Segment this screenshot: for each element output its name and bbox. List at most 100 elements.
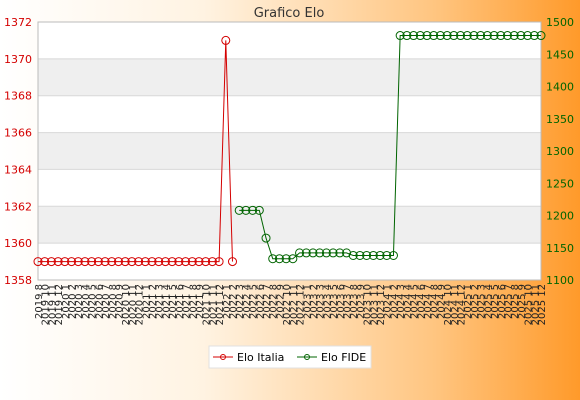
- x-tick-label: 2020 3: [74, 284, 85, 319]
- x-tick-label: 2021 8: [188, 284, 199, 319]
- data-point: [93, 257, 103, 267]
- data-point: [409, 31, 419, 41]
- x-tick-label: 2021 10: [202, 284, 213, 325]
- data-point: [449, 31, 459, 41]
- y-left-tick-label: 1366: [4, 127, 32, 140]
- x-tick-label: 2020 4: [81, 284, 92, 319]
- x-tick-label: 2022 3: [235, 284, 246, 319]
- data-point: [442, 31, 452, 41]
- data-point: [33, 257, 43, 267]
- x-tick-label: 2024 6: [416, 284, 427, 319]
- data-point: [187, 257, 197, 267]
- data-point: [46, 257, 56, 267]
- data-point: [308, 248, 318, 258]
- x-tick-label: 2021 12: [215, 284, 226, 325]
- legend: Elo Italia Elo FIDE: [208, 345, 372, 369]
- data-point: [274, 254, 284, 264]
- x-tick-label: 2023 12: [376, 284, 387, 325]
- data-point: [415, 31, 425, 41]
- x-tick-label: 2022 1: [222, 284, 233, 319]
- data-point: [348, 250, 358, 260]
- data-point: [194, 257, 204, 267]
- data-point: [67, 257, 77, 267]
- x-tick-label: 2024 1: [383, 284, 394, 319]
- x-tick-label: 2024 9: [436, 284, 447, 319]
- data-point: [321, 248, 331, 258]
- data-point: [496, 31, 506, 41]
- data-point: [402, 31, 412, 41]
- data-point: [368, 250, 378, 260]
- data-point: [375, 250, 385, 260]
- data-point: [429, 31, 439, 41]
- data-point: [523, 31, 533, 41]
- data-point: [254, 205, 264, 215]
- data-point: [40, 257, 50, 267]
- x-tick-label: 2023 10: [363, 284, 374, 325]
- legend-box: [208, 345, 372, 369]
- x-tick-label: 2021 3: [155, 284, 166, 319]
- x-tick-label: 2019 10: [41, 284, 52, 325]
- data-point: [362, 250, 372, 260]
- x-tick-label: 2022 10: [282, 284, 293, 325]
- left-y-axis: 1358 1360 1362 1364 1366 1368 1370 1372: [4, 16, 32, 287]
- x-tick-label: 2024 12: [457, 284, 468, 325]
- x-tick-label: 2020 5: [88, 284, 99, 319]
- x-tick-label: 2020 10: [121, 284, 132, 325]
- x-tick-label: 2023 5: [329, 284, 340, 319]
- x-tick-label: 2021 4: [161, 284, 172, 319]
- data-point: [422, 31, 432, 41]
- data-point: [489, 31, 499, 41]
- data-point: [288, 254, 298, 264]
- x-tick-label: 2022 2: [228, 284, 239, 319]
- x-tick-label: 2023 2: [309, 284, 320, 319]
- x-tick-label: 2020 9: [114, 284, 125, 319]
- x-tick-label: 2020 11: [128, 284, 139, 325]
- x-tick-label: 2025 1: [463, 284, 474, 319]
- x-tick-label: 2024 10: [443, 284, 454, 325]
- x-tick-label: 2020 2: [68, 284, 79, 319]
- x-tick-label: 2025 10: [524, 284, 535, 325]
- data-point: [80, 257, 90, 267]
- data-point: [221, 35, 231, 45]
- y-left-tick-label: 1370: [4, 53, 32, 66]
- data-point: [315, 248, 325, 258]
- data-point: [154, 257, 164, 267]
- legend-marker: [304, 354, 310, 360]
- x-tick-label: 2025 4: [483, 284, 494, 319]
- series-line: [239, 35, 541, 260]
- y-left-tick-label: 1362: [4, 200, 32, 213]
- x-tick-label: 2021 7: [182, 284, 193, 319]
- y-right-tick-label: 1100: [546, 274, 574, 287]
- y-right-tick-label: 1200: [546, 210, 574, 223]
- data-point: [248, 205, 258, 215]
- data-point: [214, 257, 224, 267]
- legend-label: Elo Italia: [237, 351, 284, 364]
- x-tick-label: 2020 1: [61, 284, 72, 319]
- data-point: [268, 254, 278, 264]
- x-tick-label: 2021 11: [208, 284, 219, 325]
- chart-title: Grafico Elo: [254, 6, 325, 21]
- y-right-tick-label: 1350: [546, 113, 574, 126]
- x-tick-label: 2021 5: [168, 284, 179, 319]
- data-point: [140, 257, 150, 267]
- x-tick-label: 2022 4: [242, 284, 253, 319]
- data-point: [469, 31, 479, 41]
- data-point: [509, 31, 519, 41]
- data-point: [174, 257, 184, 267]
- data-point: [107, 257, 117, 267]
- data-point: [261, 233, 271, 243]
- x-tick-label: 2024 11: [450, 284, 461, 325]
- data-point: [301, 248, 311, 258]
- x-tick-label: 2022 6: [255, 284, 266, 319]
- x-tick-label: 2024 7: [423, 284, 434, 319]
- data-point: [73, 257, 83, 267]
- x-tick-label: 2023 4: [322, 284, 333, 319]
- data-point: [241, 205, 251, 215]
- data-point: [134, 257, 144, 267]
- y-left-tick-label: 1364: [4, 163, 32, 176]
- y-right-tick-label: 1500: [546, 16, 574, 29]
- y-right-tick-label: 1450: [546, 48, 574, 61]
- data-point: [160, 257, 170, 267]
- data-point: [127, 257, 137, 267]
